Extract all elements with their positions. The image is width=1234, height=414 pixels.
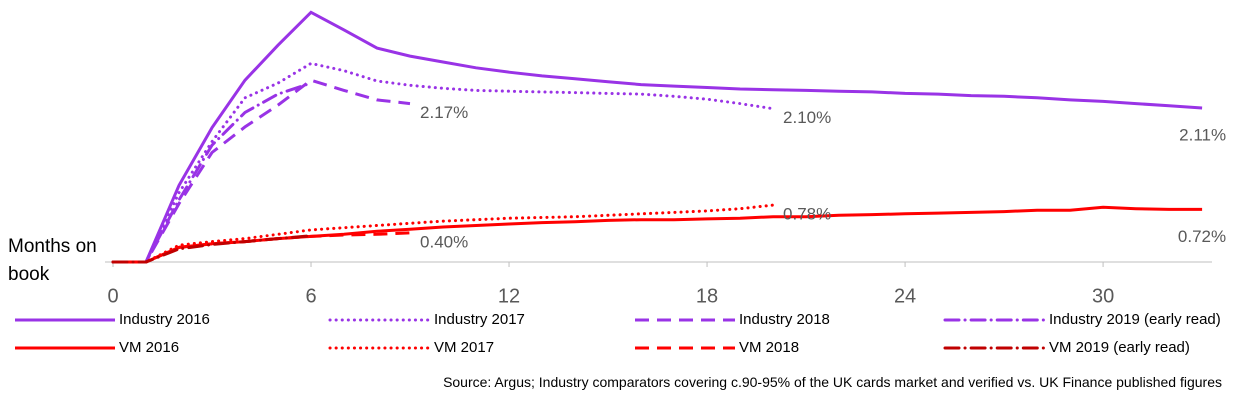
- x-tick-label: 18: [696, 285, 718, 307]
- value-label: 0.72%: [1178, 227, 1226, 246]
- value-label: 0.78%: [783, 205, 831, 224]
- x-axis-label: Months on book: [8, 236, 97, 285]
- value-label: 2.10%: [783, 108, 831, 127]
- x-tick-label: 12: [498, 285, 520, 307]
- legend-label: VM 2017: [434, 339, 494, 356]
- series-line: [113, 205, 1203, 264]
- series-line: [113, 10, 1203, 264]
- series-line: [111, 61, 775, 264]
- series-line: [111, 234, 313, 264]
- series-line: [111, 203, 775, 264]
- series-line: [111, 81, 313, 264]
- legend-label: Industry 2017: [434, 311, 525, 328]
- legend-label: VM 2016: [119, 339, 179, 356]
- source-note: Source: Argus; Industry comparators cove…: [443, 374, 1222, 390]
- legend-label: VM 2019 (early read): [1049, 339, 1190, 356]
- value-label: 2.11%: [1179, 125, 1226, 144]
- legend-label: Industry 2019 (early read): [1049, 311, 1221, 328]
- value-label: 2.17%: [420, 103, 468, 122]
- x-tick-label: 24: [894, 285, 916, 307]
- legend-label: Industry 2016: [119, 311, 210, 328]
- legend-label: VM 2018: [739, 339, 799, 356]
- legend-label: Industry 2018: [739, 311, 830, 328]
- x-tick-label: 30: [1092, 285, 1114, 307]
- value-label: 0.40%: [420, 232, 468, 251]
- x-tick-label: 0: [107, 285, 118, 307]
- x-tick-label: 6: [305, 285, 316, 307]
